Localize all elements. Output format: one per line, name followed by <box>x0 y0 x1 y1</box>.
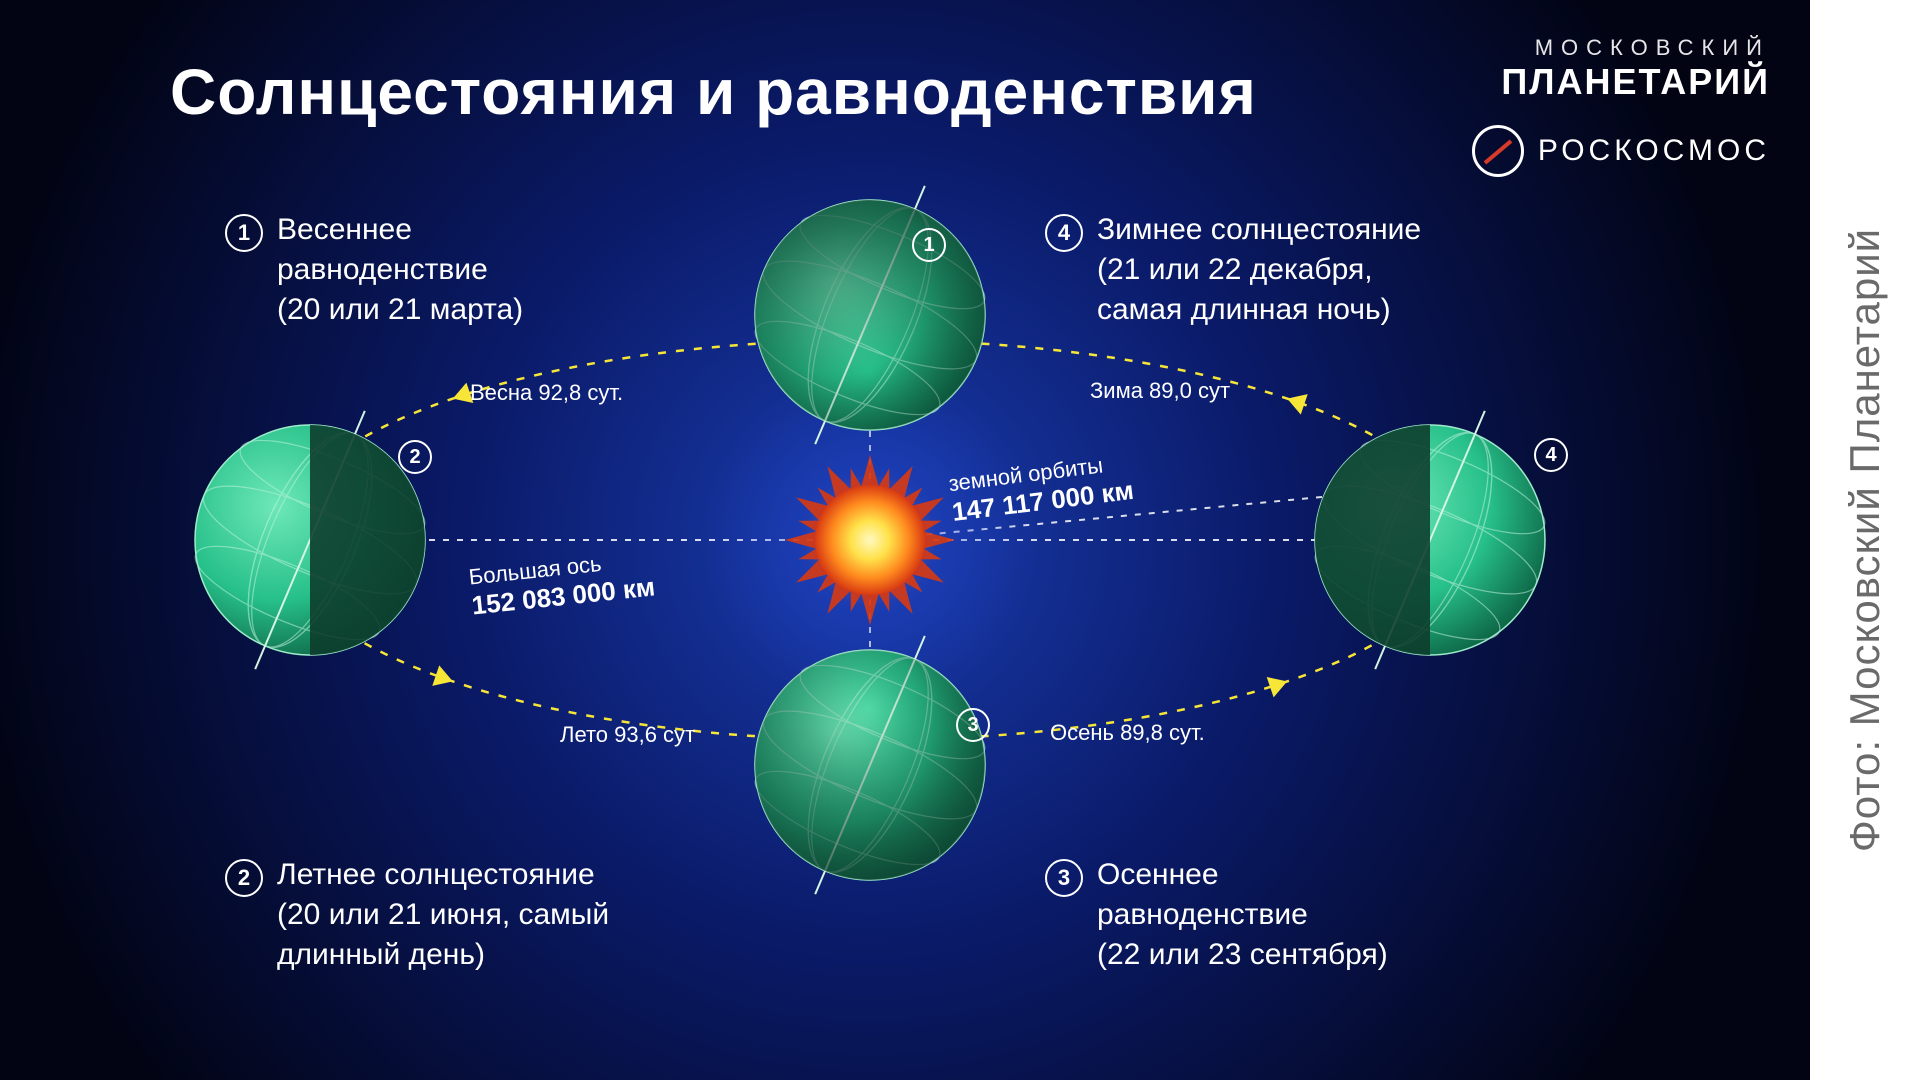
main-title: Солнцестояния и равноденствия <box>170 55 1257 129</box>
legend-number: 1 <box>225 214 263 252</box>
legend-text: Зимнее солнцестояние(21 или 22 декабря,с… <box>1097 210 1421 330</box>
earth-marker-3: 3 <box>956 708 990 742</box>
legend-text: Осеннееравноденствие(22 или 23 сентября) <box>1097 855 1388 975</box>
earth-marker-1: 1 <box>912 228 946 262</box>
legend-number: 3 <box>1045 859 1083 897</box>
legend-2: 2 Летнее солнцестояние(20 или 21 июня, са… <box>225 855 609 975</box>
photo-credit: Фото: Московский Планетарий <box>1841 228 1889 852</box>
season-label-1: Зима 89,0 сут <box>1090 378 1230 404</box>
legend-number: 2 <box>225 859 263 897</box>
legend-number: 4 <box>1045 214 1083 252</box>
earth-marker-4: 4 <box>1534 438 1568 472</box>
logo-block: МОСКОВСКИЙ ПЛАНЕТАРИЙ РОСКОСМОС <box>1472 35 1770 177</box>
season-label-2: Лето 93,6 сут <box>560 722 695 748</box>
legend-4: 4 Зимнее солнцестояние(21 или 22 декабря,… <box>1045 210 1421 330</box>
logo-roskosmos: РОСКОСМОС <box>1472 125 1770 177</box>
season-label-3: Осень 89,8 сут. <box>1050 720 1205 746</box>
logo-line-1: МОСКОВСКИЙ <box>1472 35 1770 61</box>
roskosmos-text: РОСКОСМОС <box>1538 134 1770 168</box>
roskosmos-icon <box>1472 125 1524 177</box>
photo-credit-bar: Фото: Московский Планетарий <box>1810 0 1920 1080</box>
legend-1: 1 Весеннееравноденствие(20 или 21 марта) <box>225 210 523 330</box>
legend-3: 3 Осеннееравноденствие(22 или 23 сентября… <box>1045 855 1388 975</box>
season-label-0: Весна 92,8 сут. <box>470 380 623 406</box>
legend-text: Летнее солнцестояние(20 или 21 июня, сам… <box>277 855 609 975</box>
legend-text: Весеннееравноденствие(20 или 21 марта) <box>277 210 523 330</box>
logo-line-2: ПЛАНЕТАРИЙ <box>1472 61 1770 103</box>
earth-marker-2: 2 <box>398 440 432 474</box>
